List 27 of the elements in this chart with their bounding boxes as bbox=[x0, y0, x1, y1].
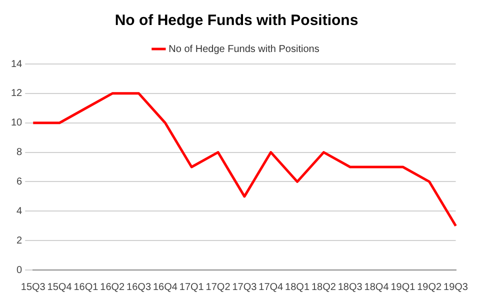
y-tick-label: 2 bbox=[16, 235, 23, 246]
x-tick-label: 15Q3 bbox=[20, 282, 46, 293]
y-tick-label: 8 bbox=[16, 147, 23, 158]
x-tick-label: 16Q1 bbox=[74, 282, 99, 293]
x-tick-label: 19Q1 bbox=[390, 282, 416, 293]
x-tick-label: 19Q3 bbox=[444, 282, 468, 293]
legend-label: No of Hedge Funds with Positions bbox=[168, 44, 320, 55]
x-tick-label: 18Q4 bbox=[364, 282, 390, 293]
x-tick-label: 18Q1 bbox=[285, 282, 310, 293]
x-tick-label: 18Q3 bbox=[338, 282, 363, 293]
x-tick-label: 16Q2 bbox=[100, 282, 126, 293]
y-tick-label: 10 bbox=[11, 118, 23, 129]
x-tick-label: 18Q2 bbox=[311, 282, 336, 293]
y-tick-label: 12 bbox=[11, 88, 23, 100]
y-tick-label: 14 bbox=[11, 58, 23, 70]
x-tick-label: 16Q4 bbox=[152, 282, 178, 293]
y-tick-label: 4 bbox=[16, 206, 23, 217]
x-tick-label: 15Q4 bbox=[47, 282, 72, 293]
x-tick-label: 16Q3 bbox=[126, 282, 152, 293]
x-tick-label: 17Q2 bbox=[206, 282, 231, 293]
chart-title: No of Hedge Funds with Positions bbox=[114, 12, 358, 30]
x-tick-label: 17Q4 bbox=[258, 282, 284, 293]
x-tick-label: 17Q1 bbox=[179, 282, 204, 293]
y-tick-label: 0 bbox=[16, 264, 23, 276]
x-tick-label: 17Q3 bbox=[232, 282, 258, 293]
y-tick-label: 6 bbox=[16, 176, 23, 188]
x-tick-label: 19Q2 bbox=[417, 282, 442, 293]
